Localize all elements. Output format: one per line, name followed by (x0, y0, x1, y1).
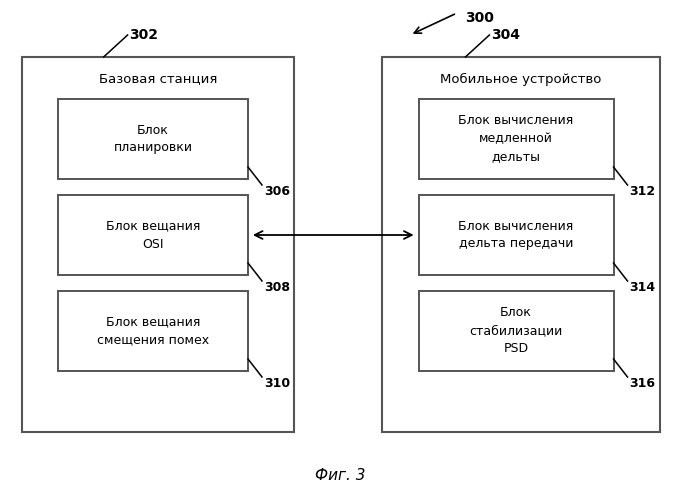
Text: Блок вычисления
медленной
дельты: Блок вычисления медленной дельты (458, 114, 574, 164)
Text: Блок вещания
смещения помех: Блок вещания смещения помех (97, 316, 209, 346)
Bar (58, 99, 248, 179)
Text: Блок
стабилизации
PSD: Блок стабилизации PSD (469, 306, 562, 356)
Bar (58, 195, 248, 275)
Text: 300: 300 (465, 11, 494, 25)
Text: Мобильное устройство: Мобильное устройство (441, 72, 602, 86)
Bar (418, 99, 613, 179)
Text: Фиг. 3: Фиг. 3 (315, 468, 365, 482)
Bar (58, 291, 248, 371)
Text: 308: 308 (264, 281, 290, 294)
Text: 314: 314 (630, 281, 656, 294)
Text: 306: 306 (264, 185, 290, 198)
Text: Блок вещания
OSI: Блок вещания OSI (106, 220, 200, 250)
Text: Базовая станция: Базовая станция (99, 72, 217, 86)
Bar (418, 291, 613, 371)
Text: 312: 312 (630, 185, 656, 198)
Bar (418, 195, 613, 275)
Text: 310: 310 (264, 377, 290, 390)
Bar (22, 57, 294, 432)
Text: 304: 304 (492, 28, 520, 42)
Text: 302: 302 (130, 28, 158, 42)
Text: 316: 316 (630, 377, 656, 390)
Text: Блок вычисления
дельта передачи: Блок вычисления дельта передачи (458, 220, 574, 250)
Bar (382, 57, 660, 432)
Text: Блок
планировки: Блок планировки (114, 124, 192, 154)
